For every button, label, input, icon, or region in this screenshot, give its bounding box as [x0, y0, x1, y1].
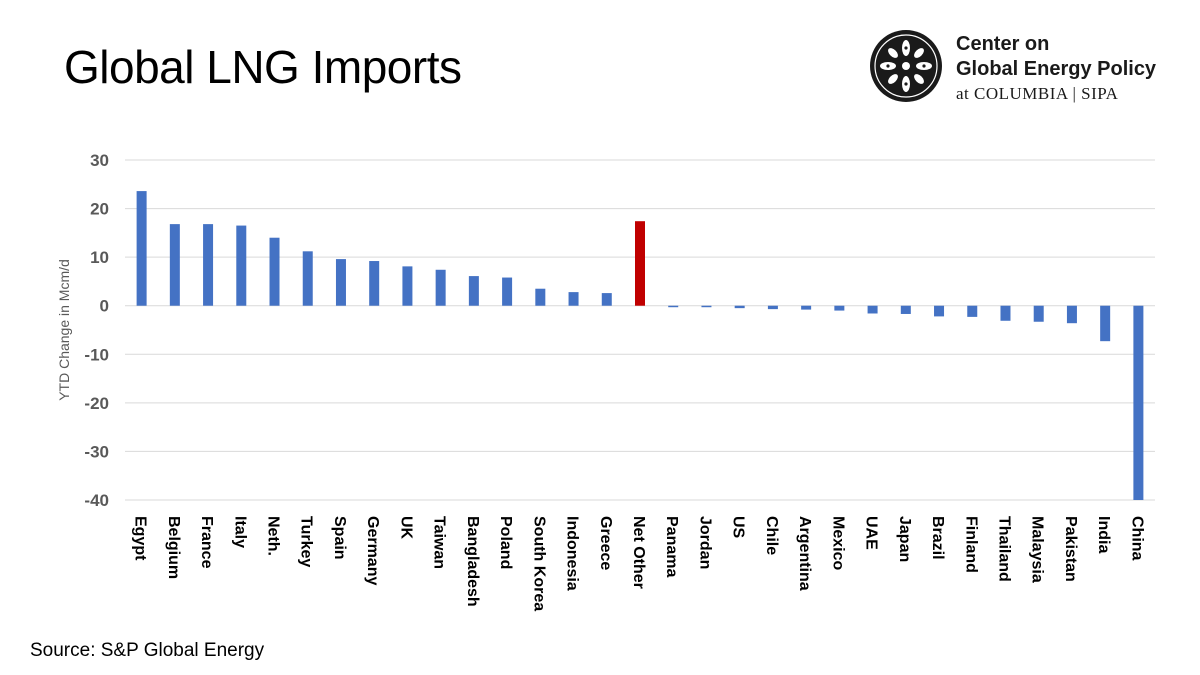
- x-tick-label: Neth.: [265, 516, 282, 556]
- bar-france: [203, 224, 214, 306]
- bar-brazil: [934, 305, 945, 317]
- source-note: Source: S&P Global Energy: [30, 640, 265, 661]
- y-tick-label: -40: [84, 491, 109, 510]
- x-tick-label: UK: [397, 516, 414, 540]
- x-tick-label: India: [1095, 516, 1112, 553]
- x-tick-label: UAE: [863, 516, 880, 550]
- bar-india: [1100, 305, 1111, 342]
- bar-china: [1133, 305, 1144, 500]
- bar-argentina: [801, 305, 812, 310]
- bar-net-other: [635, 221, 645, 306]
- bar-uk: [402, 266, 413, 306]
- x-tick-label: Pakistan: [1062, 516, 1079, 582]
- bar-belgium: [169, 224, 180, 306]
- y-tick-label: 0: [100, 297, 109, 316]
- bar-thailand: [1000, 305, 1011, 321]
- bar-south-korea: [535, 288, 546, 306]
- bar-bangladesh: [468, 276, 479, 306]
- x-tick-label: Belgium: [165, 516, 182, 579]
- bar-taiwan: [435, 269, 446, 306]
- y-tick-label: -10: [84, 345, 109, 364]
- y-tick-label: -30: [84, 442, 109, 461]
- bar-japan: [900, 305, 911, 314]
- x-tick-label: Thailand: [995, 516, 1012, 582]
- x-tick-label: Italy: [231, 516, 248, 548]
- x-tick-label: Finland: [962, 516, 979, 573]
- x-tick-label: Spain: [331, 516, 348, 560]
- x-tick-label: Mexico: [829, 516, 846, 570]
- columbia-crown-emblem-icon: [870, 30, 942, 102]
- logo-line-center-on: Center on: [956, 33, 1050, 55]
- bar-turkey: [302, 251, 313, 306]
- x-tick-label: Indonesia: [564, 516, 581, 591]
- bar-pakistan: [1066, 305, 1077, 324]
- x-tick-label: Panama: [663, 516, 680, 577]
- bar-uae: [867, 305, 878, 314]
- bar-panama: [668, 305, 679, 308]
- x-tick-label: Japan: [896, 516, 913, 562]
- bar-us: [734, 305, 745, 309]
- bar-malaysia: [1033, 305, 1044, 322]
- bar-chile: [767, 305, 778, 310]
- x-tick-label: South Korea: [530, 516, 547, 611]
- x-tick-label: Argentina: [796, 516, 813, 591]
- x-tick-label: Taiwan: [431, 516, 448, 569]
- bar-finland: [967, 305, 978, 317]
- x-tick-label: Germany: [364, 516, 381, 585]
- x-tick-label: Net Other: [630, 516, 647, 589]
- bar-greece: [601, 293, 612, 306]
- x-tick-label: Malaysia: [1029, 516, 1046, 583]
- bar-indonesia: [568, 292, 579, 306]
- bar-poland: [502, 277, 513, 306]
- bar-mexico: [834, 305, 845, 311]
- x-tick-label: Jordan: [696, 516, 713, 569]
- bar-jordan: [701, 305, 712, 308]
- bar-egypt: [136, 191, 147, 306]
- x-tick-label: US: [730, 516, 747, 539]
- x-tick-label: Egypt: [132, 516, 149, 561]
- bar-germany: [369, 261, 380, 306]
- x-tick-label: Bangladesh: [464, 516, 481, 607]
- y-axis-label: YTD Change in Mcm/d: [56, 259, 72, 401]
- y-tick-label: -20: [84, 394, 109, 413]
- y-tick-label: 20: [90, 200, 109, 219]
- x-tick-label: Chile: [763, 516, 780, 555]
- logo-line-global-energy-policy: Global Energy Policy: [956, 58, 1157, 80]
- x-tick-label: France: [198, 516, 215, 569]
- x-tick-label: China: [1128, 516, 1145, 561]
- bar-italy: [236, 225, 247, 306]
- x-tick-label: Turkey: [298, 516, 315, 567]
- logo-line-columbia-sipa: at COLUMBIA | SIPA: [956, 84, 1119, 103]
- logo: Center on Global Energy Policy at COLUMB…: [868, 28, 1178, 108]
- y-tick-label: 30: [90, 151, 109, 170]
- bar-neth: [269, 237, 280, 306]
- x-tick-label: Greece: [597, 516, 614, 570]
- x-tick-label: Poland: [497, 516, 514, 569]
- bar-spain: [335, 259, 346, 306]
- chart-title: Global LNG Imports: [64, 41, 462, 93]
- x-tick-label: Brazil: [929, 516, 946, 560]
- y-tick-label: 10: [90, 248, 109, 267]
